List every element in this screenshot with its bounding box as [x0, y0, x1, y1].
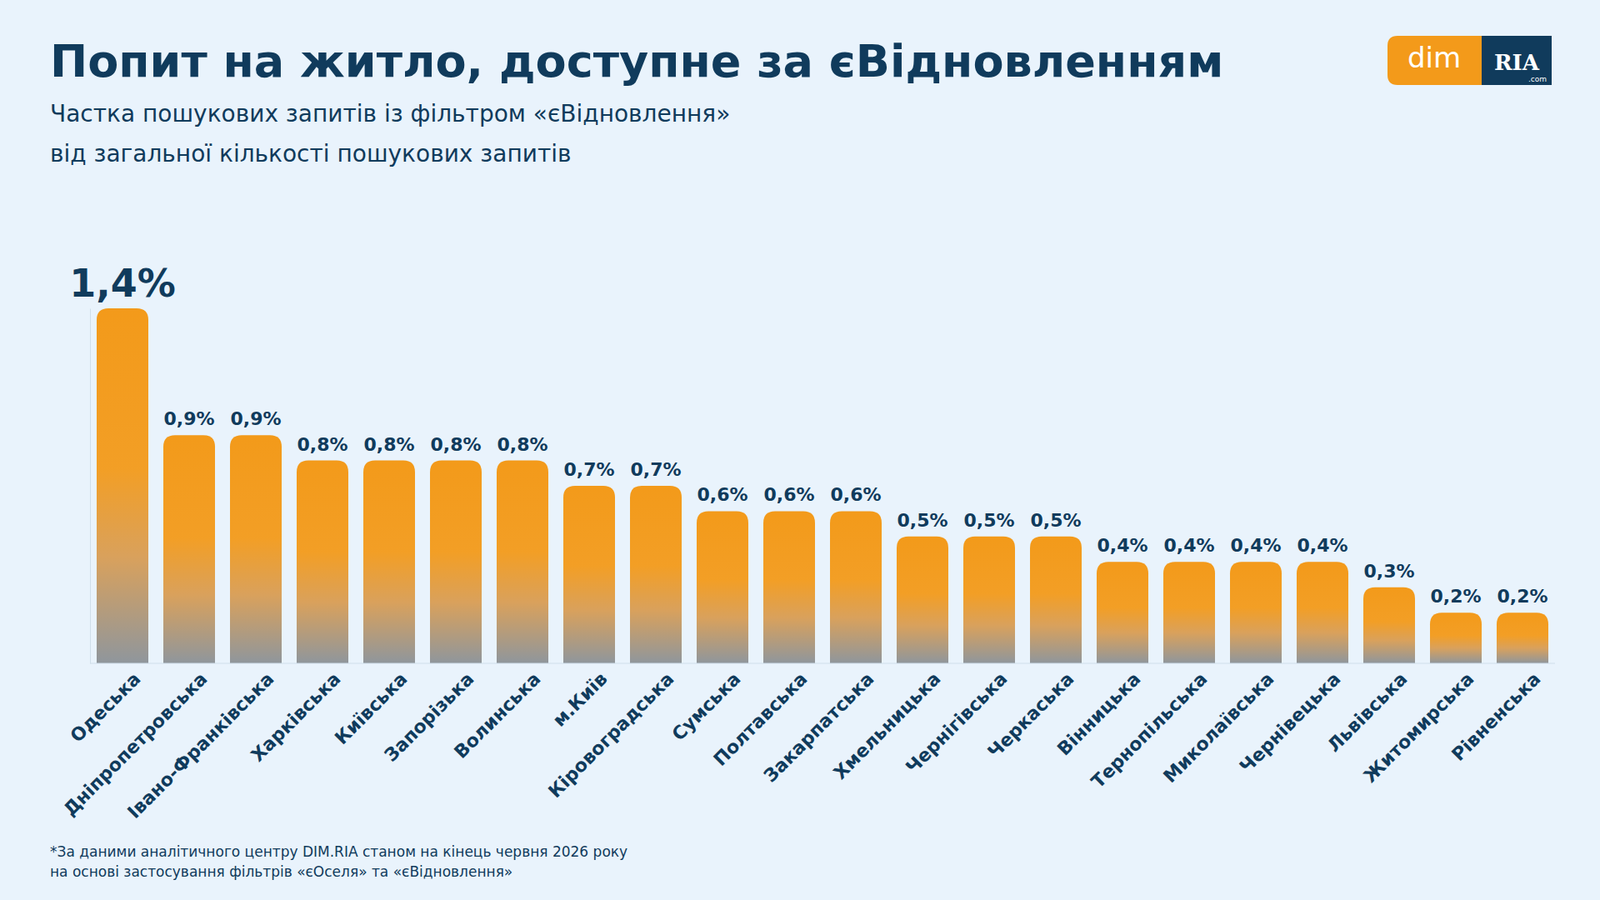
bar	[563, 485, 615, 664]
logo-text: RIA	[1494, 50, 1540, 75]
x-tick: Кіровоградська	[544, 668, 679, 803]
bar	[830, 510, 882, 664]
bar	[696, 510, 749, 664]
subtitle: Частка пошукових запитів із фільтром «єВ…	[50, 100, 730, 128]
y-axis-line	[90, 309, 91, 665]
background	[0, 0, 1600, 900]
data-label: 0,8%	[430, 434, 481, 455]
data-label: 0,8%	[496, 434, 548, 455]
x-tick: Чернігівська	[901, 668, 1011, 778]
bar	[896, 536, 949, 664]
data-label: 0,6%	[830, 484, 881, 505]
logo-box	[1387, 35, 1482, 85]
data-label: 0,4%	[1163, 535, 1215, 556]
bars	[96, 308, 1549, 664]
bar	[963, 536, 1015, 664]
bar	[1363, 587, 1415, 664]
x-tick-label: Закарпатська	[760, 668, 879, 787]
bar	[496, 460, 549, 664]
bar	[1496, 612, 1549, 664]
x-tick: Житомирська	[1359, 668, 1478, 787]
bar	[630, 485, 682, 664]
data-label: 0,4%	[1230, 535, 1281, 556]
subtitle: від загальної кількості пошукових запиті…	[50, 140, 571, 168]
data-label: 0,8%	[363, 434, 415, 455]
bar	[1230, 561, 1282, 664]
x-axis-line	[90, 663, 1555, 665]
bar	[763, 510, 815, 664]
x-tick: Харківська	[246, 668, 345, 766]
data-label: 0,7%	[630, 459, 681, 480]
bar	[296, 460, 349, 664]
y-axis	[90, 309, 91, 665]
logo: dim RIA.com	[1387, 35, 1552, 85]
x-tick-label: Волинська	[450, 668, 545, 763]
logo-text: dim	[1407, 40, 1461, 75]
bar	[430, 460, 482, 664]
title: Попит на житло, доступне за єВідновлення…	[50, 35, 1224, 88]
x-tick-label: Житомирська	[1359, 668, 1478, 787]
x-tick-label: Миколаївська	[1159, 668, 1278, 787]
bar	[230, 435, 282, 664]
data-label: 0,5%	[896, 510, 948, 531]
x-tick-label: Харківська	[246, 668, 345, 766]
bar	[163, 435, 215, 664]
footnote: *За даними аналітичного центру DIM.RIA с…	[50, 843, 628, 860]
data-label: 0,4%	[1096, 535, 1148, 556]
data-labels: 1,4% 0,9% 0,9% 0,8% 0,8% 0,8% 0,8% 0,7% 0,7% 0,6%…	[69, 260, 1548, 607]
x-tick: Миколаївська	[1159, 668, 1278, 787]
x-tick-label: м.Київ	[548, 668, 611, 731]
x-tick-label: Кіровоградська	[544, 668, 679, 803]
bar	[363, 460, 415, 664]
bar	[96, 308, 149, 664]
x-tick: Чернівецька	[1235, 668, 1345, 778]
logo-box	[1481, 35, 1552, 85]
data-label: 0,8%	[296, 434, 348, 455]
data-label: 0,5%	[1030, 510, 1081, 531]
bar	[1430, 612, 1482, 664]
data-label: 0,2%	[1496, 585, 1548, 607]
x-tick: м.Київ	[548, 668, 611, 731]
data-label: 0,9%	[230, 408, 281, 430]
data-label: 0,5%	[963, 510, 1015, 531]
bar	[1030, 536, 1082, 664]
data-label: 0,3%	[1363, 560, 1415, 582]
footnote: на основі застосування фільтрів «єОселя»…	[50, 863, 513, 880]
x-tick: Волинська	[450, 668, 545, 763]
x-tick-label: Чернігівська	[901, 668, 1011, 778]
data-label: 0,2%	[1430, 585, 1481, 607]
x-tick-label: Чернівецька	[1235, 668, 1345, 778]
chart: Попит на житло, доступне за єВідновлення…	[0, 0, 1600, 900]
x-tick: Рівненська	[1447, 668, 1545, 765]
data-label: 0,7%	[563, 459, 615, 480]
data-label: 0,6%	[696, 484, 748, 505]
x-tick-label: Рівненська	[1447, 668, 1545, 765]
bar	[1096, 561, 1149, 664]
x-tick: Закарпатська	[760, 668, 879, 787]
data-label: 0,6%	[763, 484, 815, 505]
bar	[1163, 561, 1215, 664]
x-axis: ОдеськаДніпропетровськаІвано-Франківська…	[59, 663, 1555, 823]
data-label: 1,4%	[69, 260, 176, 306]
data-label: 0,4%	[1296, 535, 1348, 556]
x-tick-label: Тернопільська	[1087, 668, 1212, 793]
x-tick: Тернопільська	[1087, 668, 1212, 793]
data-label: 0,9%	[163, 408, 215, 430]
bar	[1296, 561, 1349, 664]
logo-text: .com	[1528, 75, 1547, 84]
